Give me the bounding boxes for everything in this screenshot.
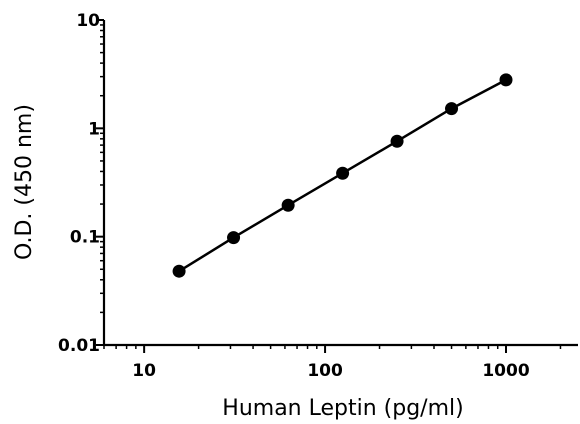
data-point (227, 231, 241, 245)
x-tick-label: 10 (132, 361, 156, 381)
data-point (336, 166, 350, 180)
y-tick-label: 0.01 (58, 336, 100, 356)
axes (102, 20, 578, 347)
data-point (390, 134, 404, 148)
data-point (281, 198, 295, 212)
y-axis-title: O.D. (450 nm) (12, 104, 37, 260)
ticks (96, 19, 562, 353)
tick-labels: 0.01 0.1 1 10 10 100 1000 (58, 11, 530, 381)
y-tick-label: 0.1 (70, 228, 100, 248)
x-tick-label: 100 (307, 361, 343, 381)
y-tick-label: 1 (88, 119, 100, 139)
x-axis-title: Human Leptin (pg/ml) (222, 396, 463, 421)
x-tick-label: 1000 (482, 361, 529, 381)
data-point (172, 264, 186, 278)
y-tick-label: 10 (76, 11, 100, 31)
data-points (172, 73, 513, 278)
data-point (445, 102, 459, 116)
data-point (499, 73, 513, 87)
